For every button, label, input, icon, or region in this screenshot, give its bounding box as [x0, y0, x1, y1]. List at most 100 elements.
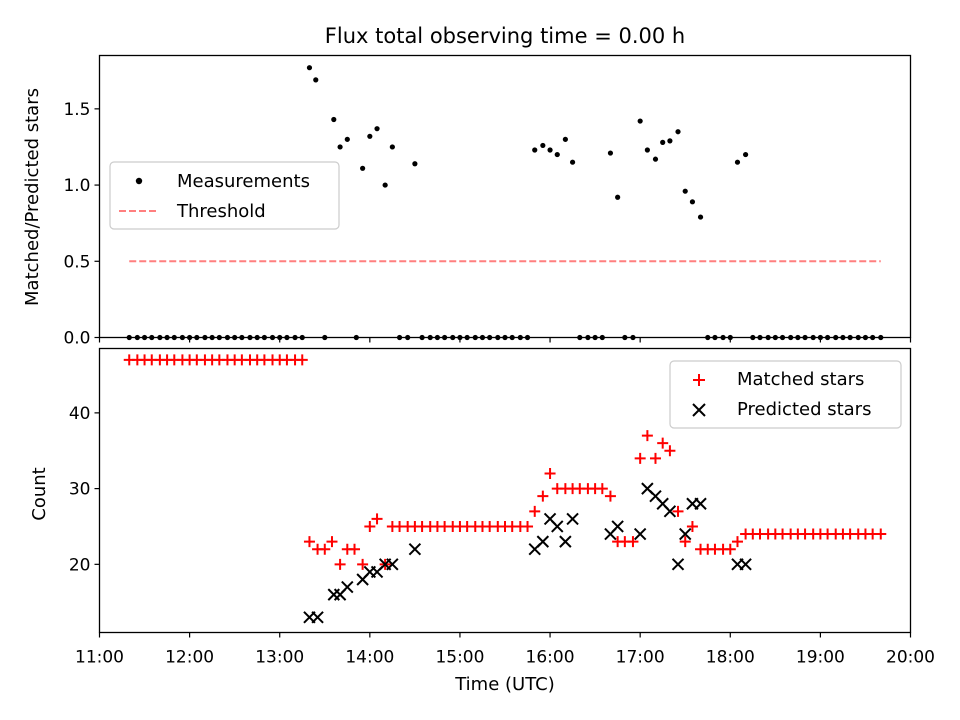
measurement-point [682, 188, 688, 194]
matched-star-point [522, 520, 534, 532]
bottom-x-tick-label: 20:00 [886, 648, 935, 668]
matched-star-point [686, 520, 698, 532]
bottom-x-tick-label: 14:00 [345, 648, 394, 668]
legend-threshold-label: Threshold [176, 201, 266, 222]
matched-star-point [664, 445, 676, 457]
matched-stars-series [123, 354, 887, 570]
predicted-star-point [559, 535, 572, 548]
measurement-point [382, 182, 388, 188]
measurement-point [689, 199, 696, 205]
measurement-point [547, 147, 553, 153]
matched-star-point [724, 543, 736, 555]
matched-star-point [672, 505, 684, 517]
top-y-axis-label: Matched/Predicted stars [22, 88, 43, 306]
bottom-x-tick-label: 18:00 [706, 648, 755, 668]
legend-matched-marker [693, 374, 705, 386]
predicted-star-point [551, 520, 564, 533]
matched-star-point [537, 490, 549, 502]
top-legend: Measurements Threshold [109, 161, 340, 230]
predicted-stars-series [303, 482, 752, 624]
matched-star-point [319, 543, 331, 555]
matched-star-point [303, 536, 315, 548]
bottom-y-axis-label: Count [29, 467, 50, 520]
top-panel: 0.0 0.5 1.0 1.5 Matched/Predicted stars Mea… [22, 54, 912, 349]
matched-star-point [364, 520, 376, 532]
predicted-star-point [679, 527, 692, 541]
predicted-star-point [386, 558, 399, 571]
measurement-point [554, 151, 560, 158]
measurement-point [331, 116, 337, 123]
measurement-point [644, 147, 650, 153]
matched-star-point [334, 558, 346, 570]
measurement-point [412, 161, 418, 167]
measurement-point [374, 126, 380, 132]
predicted-star-point [739, 558, 752, 571]
predicted-star-point [663, 505, 677, 518]
bottom-x-tick-label: 11:00 [75, 648, 124, 668]
matched-star-point [596, 483, 608, 495]
top-y-tick-label: 0.0 [63, 329, 90, 349]
measurement-point [742, 151, 749, 158]
measurement-point [306, 65, 313, 71]
measurement-point [389, 144, 395, 150]
matched-star-point [649, 452, 661, 464]
measurement-point [532, 147, 538, 153]
measurement-point [652, 156, 659, 162]
matched-star-point [627, 536, 639, 548]
bottom-y-tick-label: 40 [69, 404, 91, 424]
bottom-x-tick-label: 19:00 [796, 648, 845, 668]
predicted-star-point [671, 558, 685, 571]
matched-star-point [731, 536, 743, 548]
legend-measurements-marker [135, 177, 143, 185]
top-x-axis-ticks [98, 337, 912, 343]
legend-predicted-label: Predicted stars [737, 399, 871, 420]
matched-star-point [357, 558, 369, 570]
measurement-point [637, 118, 643, 124]
matched-star-point [875, 528, 887, 540]
top-plot-frame [98, 54, 912, 339]
bottom-x-tick-label: 12:00 [165, 648, 214, 668]
matched-star-point [544, 467, 556, 479]
top-y-tick-label: 1.0 [63, 176, 90, 196]
predicted-star-point [341, 580, 354, 594]
bottom-x-tick-label: 13:00 [255, 648, 304, 668]
matched-star-point [529, 505, 541, 517]
measurement-point [675, 129, 681, 135]
measurement-point [562, 136, 568, 142]
top-legend-box [109, 161, 340, 230]
measurement-point [660, 139, 666, 145]
predicted-star-point [633, 527, 647, 541]
measurement-point [607, 150, 614, 156]
measurement-point [569, 159, 576, 165]
measurement-point [344, 136, 350, 142]
matched-star-point [349, 543, 361, 555]
measurement-point [615, 194, 621, 200]
legend-predicted-marker [692, 403, 706, 417]
predicted-star-point [311, 611, 324, 624]
bottom-y-axis: 20 30 40 [69, 404, 100, 575]
measurement-point [337, 144, 343, 150]
bottom-x-tick-label: 16:00 [526, 648, 575, 668]
matched-star-point [371, 513, 383, 525]
measurement-point [667, 138, 673, 144]
measurement-point [734, 159, 741, 165]
matched-star-point [326, 536, 338, 548]
top-y-tick-label: 0.5 [63, 252, 90, 272]
matched-star-point [641, 430, 653, 442]
bottom-panel: 20 30 40 11:00 12:00 13:00 14:00 15:00 16:00 17:… [29, 347, 935, 695]
bottom-x-tick-label: 15:00 [435, 648, 484, 668]
bottom-x-tick-label: 17:00 [616, 648, 665, 668]
matched-star-point [679, 536, 691, 548]
top-y-axis: 0.0 0.5 1.0 1.5 [63, 100, 100, 349]
measurement-point [367, 133, 373, 139]
bottom-y-tick-label: 30 [69, 480, 91, 500]
legend-measurements-label: Measurements [177, 171, 310, 192]
matched-star-point [634, 452, 646, 464]
matched-star-point [604, 490, 616, 502]
top-y-tick-label: 1.5 [63, 100, 90, 120]
predicted-star-point [566, 512, 579, 526]
measurement-point [313, 77, 319, 83]
predicted-star-point [536, 535, 550, 548]
matched-star-point [296, 354, 308, 366]
bottom-x-axis: 11:00 12:00 13:00 14:00 15:00 16:00 17:00 18:00… [75, 632, 935, 668]
